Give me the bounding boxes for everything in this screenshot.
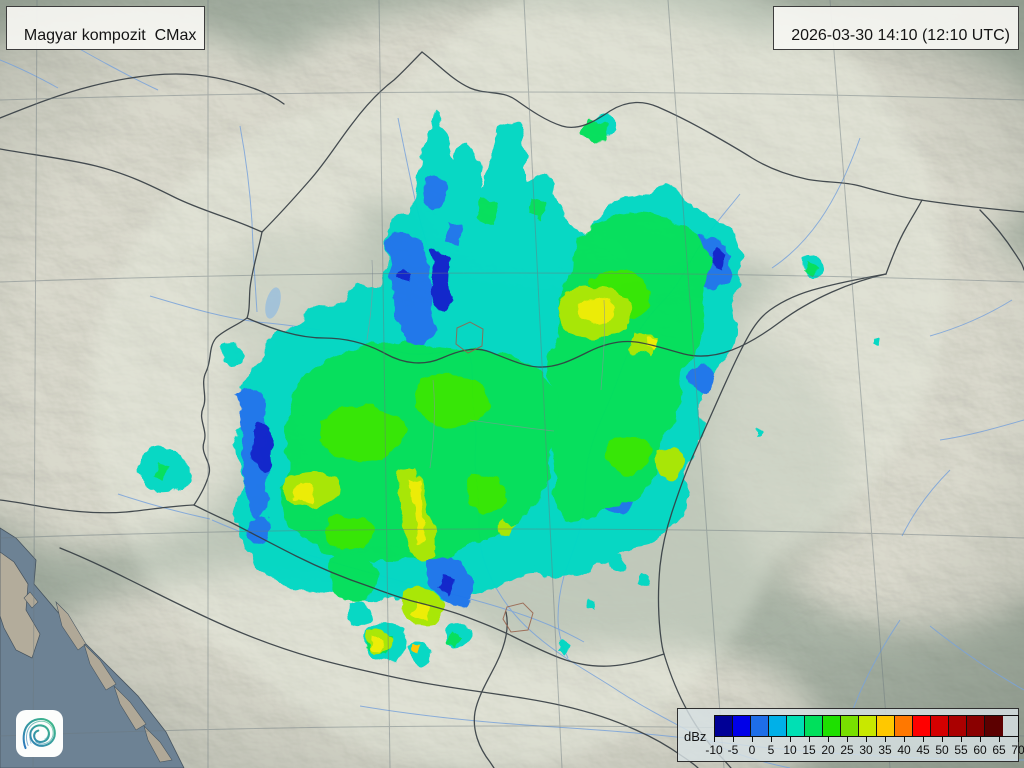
legend-tick: [866, 737, 867, 742]
legend-tick: [904, 737, 905, 742]
legend-cell--10dbz: [715, 716, 733, 736]
legend-cell-5dbz: [769, 716, 787, 736]
adriatic-sea: [0, 527, 185, 768]
legend-tick: [999, 737, 1000, 742]
legend-tick-label: 55: [954, 743, 968, 757]
legend-tick-label: 10: [783, 743, 797, 757]
legend-tick: [1018, 737, 1019, 742]
legend-tick-label: 40: [897, 743, 911, 757]
legend-scale: -10 -5 0 5 10 15 20 25 30 35 40 45 50 55 60 65 70: [705, 737, 1024, 759]
legend-cell-15dbz: [805, 716, 823, 736]
legend-tick: [714, 737, 715, 742]
istria-peninsula: [0, 551, 41, 659]
legend-cell-50dbz: [931, 716, 949, 736]
dbz-legend: dBz -10 -5 0 5 10 15 20 25 30 35 40 45 50 55 60 65 70: [677, 708, 1024, 762]
legend-tick-label: -10: [705, 743, 723, 757]
legend-tick: [809, 737, 810, 742]
legend-tick: [847, 737, 848, 742]
legend-colorbar: [714, 715, 1019, 737]
legend-tick-label: 35: [878, 743, 892, 757]
legend-tick-label: 50: [935, 743, 949, 757]
legend-colorbar-wrap: -10 -5 0 5 10 15 20 25 30 35 40 45 50 55 60 65 70: [705, 715, 1024, 759]
county-border-layer: [366, 259, 606, 469]
city-boundary-layer: [455, 321, 534, 633]
timestamp-box: 2026-03-30 14:10 (12:10 UTC): [773, 6, 1019, 50]
legend-tick-label: 25: [840, 743, 854, 757]
echo-40-45dbz: [411, 644, 422, 655]
lake: [265, 287, 281, 319]
legend-tick: [733, 737, 734, 742]
legend-tick-label: 15: [802, 743, 816, 757]
pecs-boundary: [502, 602, 534, 633]
legend-tick: [942, 737, 943, 742]
legend-tick: [961, 737, 962, 742]
legend-tick-label: 20: [821, 743, 835, 757]
echo-20-25dbz: [317, 271, 651, 551]
legend-tick: [790, 737, 791, 742]
legend-tick: [771, 737, 772, 742]
legend-cell-0dbz: [751, 716, 769, 736]
legend-tick-label: 0: [748, 743, 756, 757]
legend-tick-label: 60: [973, 743, 987, 757]
legend-tick-label: 70: [1011, 743, 1024, 757]
product-label: Magyar kompozit CMax: [23, 27, 197, 44]
legend-tick-label: 65: [992, 743, 1006, 757]
legend-cell-55dbz: [949, 716, 967, 736]
legend-tick-label: 30: [859, 743, 873, 757]
product-label-box: Magyar kompozit CMax: [6, 6, 206, 50]
legend-cell-10dbz: [787, 716, 805, 736]
legend-tick-label: 45: [916, 743, 930, 757]
sea-layer: [0, 527, 185, 768]
legend-tick: [980, 737, 981, 742]
legend-tick: [828, 737, 829, 742]
timestamp-label: 2026-03-30 14:10 (12:10 UTC): [791, 27, 1010, 44]
adriatic-islands: [23, 591, 173, 763]
legend-tick: [885, 737, 886, 742]
radar-echo-layer: [140, 110, 880, 668]
legend-cell--5dbz: [733, 716, 751, 736]
legend-cell-25dbz: [841, 716, 859, 736]
legend-cell-30dbz: [859, 716, 877, 736]
budapest-boundary: [455, 321, 484, 354]
legend-cell-35dbz: [877, 716, 895, 736]
legend-cell-60dbz: [967, 716, 985, 736]
legend-cell-65dbz: [985, 716, 1003, 736]
weather-service-logo: [16, 710, 63, 757]
echo-neg5-0dbz: [253, 246, 726, 593]
legend-unit-label: dBz: [684, 729, 707, 744]
echo-30-35dbz: [283, 286, 686, 654]
legend-tick: [752, 737, 753, 742]
legend-tick-label: 5: [767, 743, 775, 757]
legend-tick: [923, 737, 924, 742]
spiral-icon: [22, 717, 56, 749]
legend-cell-40dbz: [895, 716, 913, 736]
legend-tick-label: -5: [727, 743, 739, 757]
legend-cell-20dbz: [823, 716, 841, 736]
legend-cell-45dbz: [913, 716, 931, 736]
